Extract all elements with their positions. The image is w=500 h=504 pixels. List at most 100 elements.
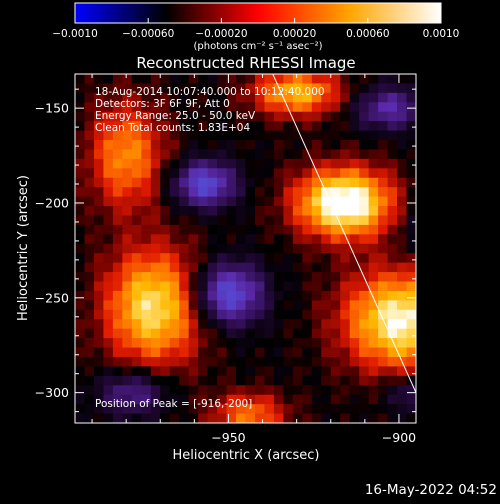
heatmap-cell [330, 328, 341, 339]
heatmap-cell [292, 385, 303, 396]
heatmap-cell [245, 196, 256, 207]
heatmap-cell [75, 224, 86, 235]
heatmap-cell [188, 272, 199, 283]
heatmap-cell [387, 92, 398, 103]
heatmap-cell [112, 177, 123, 188]
heatmap-cell [103, 215, 114, 226]
heatmap-cell [112, 140, 123, 151]
heatmap-cell [217, 177, 228, 188]
heatmap-cell [264, 74, 275, 85]
heatmap-cell [84, 130, 95, 141]
heatmap-cell [179, 140, 190, 151]
heatmap-cell [311, 290, 322, 301]
plot-title: Reconstructed RHESSI Image [136, 54, 355, 72]
heatmap-cell [198, 158, 209, 169]
heatmap-cell [150, 149, 161, 160]
heatmap-cell [349, 319, 360, 330]
heatmap-cell [207, 83, 218, 94]
heatmap-cell [254, 234, 266, 245]
heatmap-cell [75, 206, 86, 217]
heatmap-cell [397, 375, 408, 386]
heatmap-cell [283, 375, 294, 386]
heatmap-cell [207, 290, 218, 301]
heatmap-cell [226, 121, 237, 132]
heatmap-cell [84, 149, 95, 160]
heatmap-cell [359, 74, 370, 85]
heatmap-cell [292, 290, 303, 301]
heatmap-cell [179, 83, 190, 94]
heatmap-cell [321, 366, 332, 377]
heatmap-cell [207, 375, 218, 386]
heatmap-cell [349, 196, 360, 207]
heatmap-cell [245, 243, 256, 254]
heatmap-cell [387, 234, 398, 245]
heatmap-cell [311, 158, 322, 169]
render-timestamp: 16-May-2022 04:52 [365, 482, 497, 498]
heatmap-cell [330, 394, 341, 405]
heatmap-cell [93, 206, 105, 217]
heatmap-cell [160, 130, 171, 141]
heatmap-cell [311, 102, 322, 113]
heatmap-cell [254, 102, 266, 113]
heatmap-cell [311, 309, 322, 320]
heatmap-cell [160, 290, 171, 301]
heatmap-cell [217, 187, 228, 198]
heatmap-cell [93, 272, 105, 283]
heatmap-cell [188, 196, 199, 207]
heatmap-cell [397, 102, 408, 113]
heatmap-cell [340, 300, 351, 311]
heatmap-cell [122, 234, 133, 245]
heatmap-cell [131, 290, 142, 301]
heatmap-cell [245, 130, 256, 141]
heatmap-cell [330, 281, 341, 292]
heatmap-cell [368, 281, 379, 292]
heatmap-cell [84, 413, 95, 423]
heatmap-cell [236, 272, 247, 283]
heatmap-cell [368, 130, 379, 141]
heatmap-cell [406, 92, 416, 103]
heatmap-cell [131, 385, 142, 396]
heatmap-cell [359, 290, 370, 301]
heatmap-cell [103, 140, 114, 151]
heatmap-cell [207, 394, 218, 405]
heatmap-cell [406, 375, 416, 386]
heatmap-cell [84, 83, 95, 94]
heatmap-cell [93, 92, 105, 103]
heatmap-cell [406, 300, 416, 311]
heatmap-cell [188, 366, 199, 377]
heatmap-cell [93, 74, 105, 85]
heatmap-cell [321, 130, 332, 141]
heatmap-cell [387, 356, 398, 367]
heatmap-cell [321, 375, 332, 386]
heatmap-cell [254, 272, 266, 283]
heatmap-cell [254, 375, 266, 386]
heatmap-cell [112, 234, 123, 245]
heatmap-cell [150, 158, 161, 169]
heatmap-cell [378, 281, 389, 292]
heatmap-cell [264, 281, 275, 292]
heatmap-cell [349, 92, 360, 103]
heatmap-cell [75, 281, 86, 292]
heatmap-cell [264, 158, 275, 169]
heatmap-cell [311, 375, 322, 386]
heatmap-cell [236, 309, 247, 320]
heatmap-cell [141, 328, 152, 339]
heatmap-cell [292, 234, 303, 245]
heatmap-cell [321, 215, 332, 226]
heatmap-cell [75, 149, 86, 160]
heatmap-cell [311, 347, 322, 358]
heatmap-cell [150, 385, 161, 396]
heatmap-cell [340, 328, 351, 339]
heatmap-cell [188, 375, 199, 386]
heatmap-cell [75, 177, 86, 188]
heatmap-cell [368, 253, 379, 264]
heatmap-cell [112, 168, 123, 179]
heatmap-cell [236, 111, 247, 122]
heatmap-cell [150, 168, 161, 179]
heatmap-cell [84, 281, 95, 292]
heatmap-cell [122, 262, 133, 273]
heatmap-cell [236, 262, 247, 273]
heatmap-cell [150, 253, 161, 264]
heatmap-cell [311, 130, 322, 141]
heatmap-cell [387, 375, 398, 386]
